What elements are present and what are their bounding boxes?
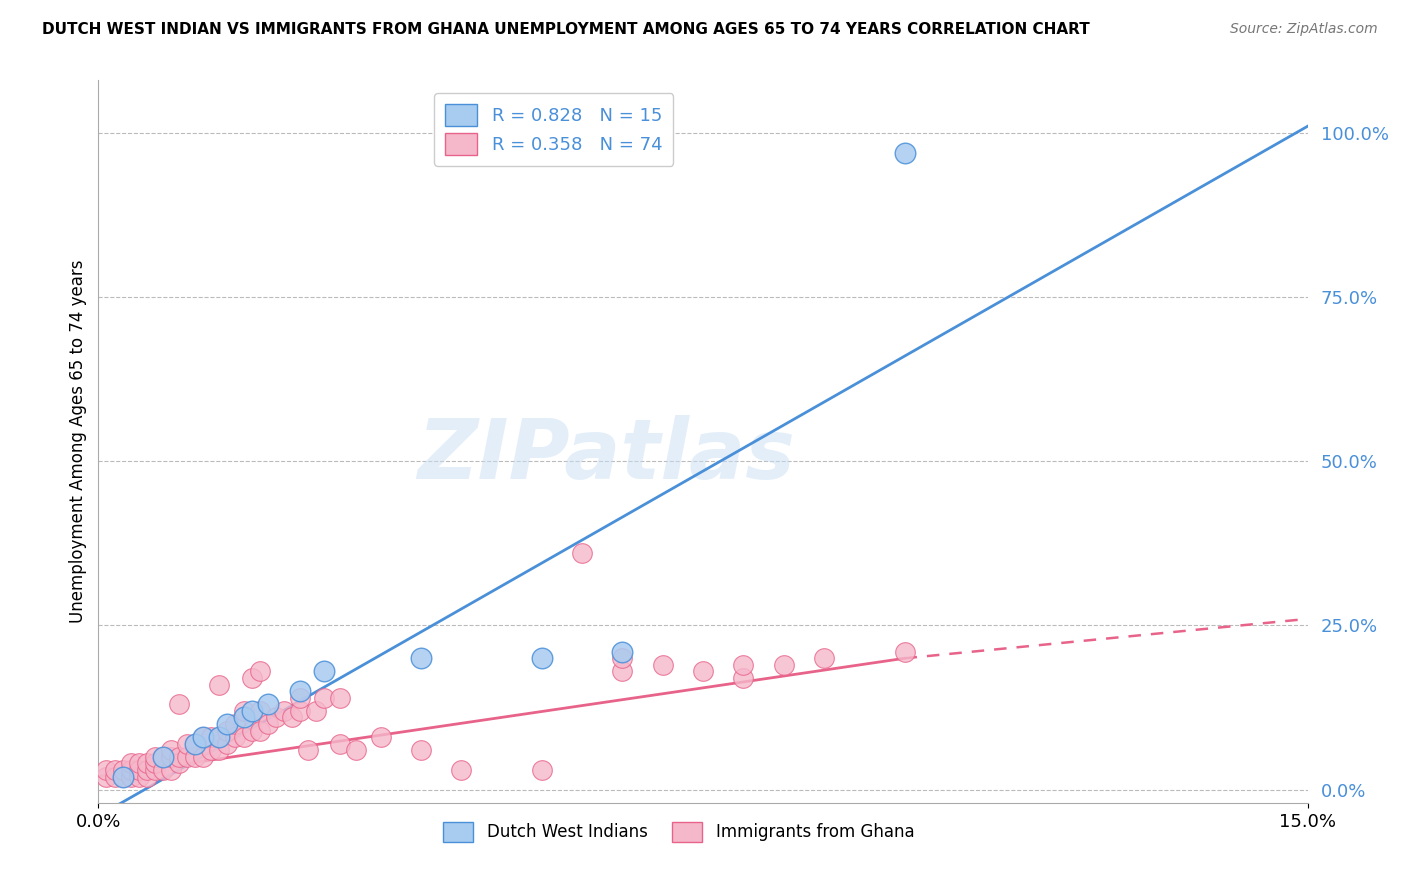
Point: [103, 763, 125, 777]
Point: [297, 743, 319, 757]
Text: DUTCH WEST INDIAN VS IMMIGRANTS FROM GHANA UNEMPLOYMENT AMONG AGES 65 TO 74 YEAR: DUTCH WEST INDIAN VS IMMIGRANTS FROM GHA…: [42, 22, 1090, 37]
Y-axis label: Unemployment Among Ages 65 to 74 years: Unemployment Among Ages 65 to 74 years: [69, 260, 87, 624]
Point: [128, 763, 150, 777]
Point: [256, 698, 278, 712]
Point: [450, 763, 472, 777]
Point: [612, 651, 634, 665]
Point: [111, 770, 134, 784]
Point: [288, 690, 311, 705]
Point: [893, 645, 915, 659]
Point: [208, 730, 231, 744]
Point: [167, 698, 190, 712]
Point: [224, 730, 246, 744]
Point: [143, 749, 166, 764]
Point: [120, 763, 142, 777]
Point: [288, 684, 311, 698]
Point: [288, 704, 311, 718]
Point: [232, 710, 254, 724]
Point: [167, 756, 190, 771]
Point: [329, 690, 352, 705]
Point: [240, 723, 263, 738]
Point: [893, 145, 915, 160]
Point: [160, 749, 183, 764]
Point: [370, 730, 392, 744]
Point: [167, 749, 190, 764]
Point: [692, 665, 714, 679]
Point: [530, 763, 553, 777]
Point: [103, 770, 125, 784]
Point: [120, 756, 142, 771]
Point: [224, 717, 246, 731]
Point: [152, 749, 174, 764]
Point: [409, 651, 432, 665]
Point: [305, 704, 328, 718]
Point: [232, 704, 254, 718]
Point: [733, 657, 755, 672]
Point: [96, 763, 118, 777]
Point: [217, 737, 239, 751]
Point: [612, 665, 634, 679]
Point: [217, 717, 239, 731]
Point: [249, 704, 271, 718]
Point: [217, 723, 239, 738]
Point: [152, 763, 174, 777]
Point: [128, 770, 150, 784]
Point: [176, 737, 198, 751]
Point: [409, 743, 432, 757]
Point: [208, 743, 231, 757]
Point: [143, 763, 166, 777]
Point: [184, 749, 207, 764]
Point: [329, 737, 352, 751]
Point: [651, 657, 673, 672]
Point: [193, 730, 215, 744]
Point: [111, 763, 134, 777]
Point: [240, 671, 263, 685]
Point: [772, 657, 794, 672]
Point: [571, 546, 593, 560]
Point: [135, 756, 157, 771]
Point: [733, 671, 755, 685]
Point: [249, 665, 271, 679]
Point: [208, 677, 231, 691]
Point: [208, 730, 231, 744]
Text: ZIPatlas: ZIPatlas: [418, 416, 796, 497]
Point: [184, 737, 207, 751]
Point: [160, 763, 183, 777]
Point: [612, 645, 634, 659]
Point: [135, 763, 157, 777]
Point: [249, 723, 271, 738]
Point: [111, 770, 134, 784]
Point: [160, 743, 183, 757]
Point: [273, 704, 295, 718]
Point: [135, 770, 157, 784]
Point: [264, 710, 287, 724]
Point: [200, 743, 222, 757]
Point: [344, 743, 367, 757]
Point: [232, 730, 254, 744]
Point: [281, 710, 304, 724]
Point: [128, 756, 150, 771]
Point: [314, 665, 336, 679]
Text: Source: ZipAtlas.com: Source: ZipAtlas.com: [1230, 22, 1378, 37]
Point: [193, 749, 215, 764]
Point: [193, 730, 215, 744]
Legend: Dutch West Indians, Immigrants from Ghana: Dutch West Indians, Immigrants from Ghan…: [437, 815, 921, 848]
Point: [200, 730, 222, 744]
Point: [184, 737, 207, 751]
Point: [152, 749, 174, 764]
Point: [240, 704, 263, 718]
Point: [813, 651, 835, 665]
Point: [143, 756, 166, 771]
Point: [176, 749, 198, 764]
Point: [314, 690, 336, 705]
Point: [96, 770, 118, 784]
Point: [530, 651, 553, 665]
Point: [120, 770, 142, 784]
Point: [256, 717, 278, 731]
